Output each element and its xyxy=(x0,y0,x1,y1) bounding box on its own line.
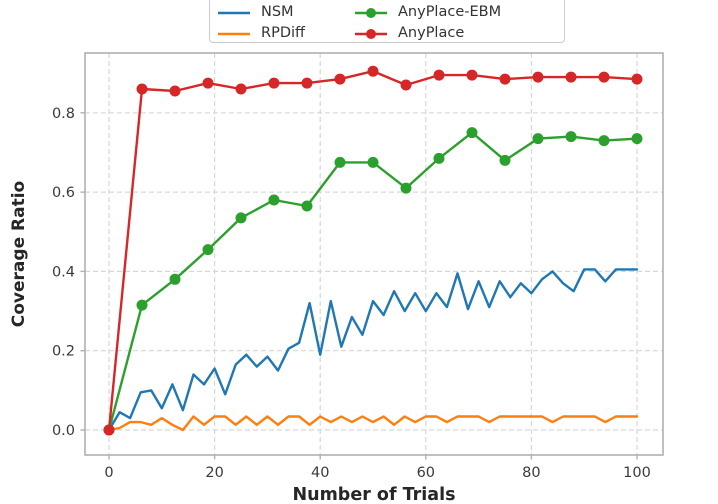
legend-item-anyplace-ebm: AnyPlace-EBM xyxy=(354,5,501,20)
x-axis-ticks: 0 20 40 60 80 100 xyxy=(104,455,651,481)
data-point-marker xyxy=(565,71,577,83)
data-point-marker xyxy=(400,79,412,91)
data-point-marker xyxy=(103,424,115,436)
series-line xyxy=(107,415,639,432)
data-point-marker xyxy=(565,131,577,143)
y-tick-label: 0.0 xyxy=(52,423,75,439)
data-point-marker xyxy=(202,244,214,256)
series-rpdiff xyxy=(107,415,639,432)
data-point-marker xyxy=(466,127,478,139)
anyplace-ebm-line-sample-icon xyxy=(355,7,387,18)
gridlines xyxy=(85,53,663,455)
data-point-marker xyxy=(301,77,313,89)
nsm-line-sample-icon xyxy=(218,11,250,14)
data-point-marker xyxy=(334,73,346,85)
series-anyplace xyxy=(103,65,643,436)
data-point-marker xyxy=(268,194,280,206)
data-point-marker xyxy=(631,73,643,85)
y-axis-label: Coverage Ratio xyxy=(9,180,29,328)
plot-background xyxy=(85,53,663,455)
x-axis-label: Number of Trials xyxy=(292,485,456,504)
data-point-marker xyxy=(334,156,346,168)
x-tick-label: 0 xyxy=(104,465,113,481)
y-tick-label: 0.8 xyxy=(52,106,75,122)
data-point-marker xyxy=(235,83,247,95)
legend-label-anyplace: AnyPlace xyxy=(398,25,465,41)
y-tick-label: 0.2 xyxy=(52,344,75,360)
x-tick-label: 60 xyxy=(417,465,435,481)
x-tick-label: 20 xyxy=(205,465,223,481)
legend-label-rpdiff: RPDiff xyxy=(261,25,306,41)
series-line xyxy=(107,268,639,432)
legend-item-nsm: NSM xyxy=(217,5,294,20)
rpdiff-line-sample-icon xyxy=(218,32,250,35)
series-nsm xyxy=(107,268,639,432)
x-tick-label: 100 xyxy=(623,465,651,481)
data-point-marker xyxy=(202,77,214,89)
legend: NSM RPDiff AnyPlace-EBM AnyPlace xyxy=(209,0,565,43)
data-point-marker xyxy=(631,133,643,145)
data-point-marker xyxy=(169,273,181,285)
data-point-marker xyxy=(136,299,148,311)
data-point-marker xyxy=(433,69,445,81)
data-point-marker xyxy=(268,77,280,89)
data-point-marker xyxy=(433,152,445,164)
y-tick-label: 0.4 xyxy=(52,264,75,280)
anyplace-line-sample-icon xyxy=(355,28,387,39)
y-axis-ticks: 0.0 0.2 0.4 0.6 0.8 xyxy=(52,106,85,439)
data-point-marker xyxy=(367,156,379,168)
data-point-marker xyxy=(466,69,478,81)
data-point-marker xyxy=(598,71,610,83)
data-point-marker xyxy=(532,133,544,145)
plot-spines xyxy=(84,52,664,456)
legend-label-anyplace-ebm: AnyPlace-EBM xyxy=(398,4,502,20)
data-point-marker xyxy=(400,182,412,194)
data-point-marker xyxy=(598,135,610,147)
data-point-marker xyxy=(136,83,148,95)
legend-item-rpdiff: RPDiff xyxy=(217,26,305,41)
x-tick-label: 80 xyxy=(522,465,540,481)
data-point-marker xyxy=(235,212,247,224)
x-tick-label: 40 xyxy=(311,465,329,481)
data-point-marker xyxy=(169,85,181,97)
data-point-marker xyxy=(532,71,544,83)
data-point-marker xyxy=(499,154,511,166)
data-point-marker xyxy=(301,200,313,212)
data-point-marker xyxy=(367,65,379,77)
data-point-marker xyxy=(499,73,511,85)
legend-item-anyplace: AnyPlace xyxy=(354,26,464,41)
legend-label-nsm: NSM xyxy=(261,4,294,20)
y-tick-label: 0.6 xyxy=(52,185,75,201)
